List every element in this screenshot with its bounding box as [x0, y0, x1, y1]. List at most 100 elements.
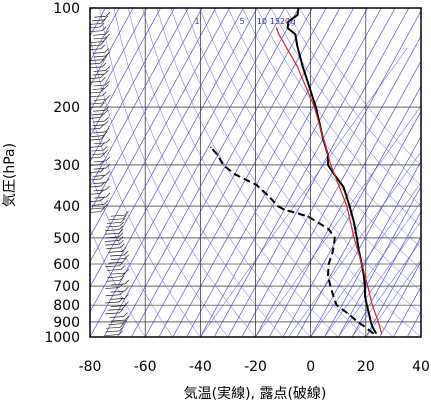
wind-barb-flag-40	[105, 185, 110, 191]
wind-barb-flag-73	[105, 66, 110, 71]
wind-barb-78	[92, 52, 105, 54]
profile-lines	[210, 8, 383, 335]
series-1-point-15	[277, 205, 279, 207]
series-1-point-8	[327, 274, 329, 277]
wind-barb-81	[90, 41, 104, 43]
series-0-point-23	[294, 33, 296, 35]
skew-line-23	[90, 8, 258, 313]
series-2-point-11	[275, 27, 278, 29]
wind-barb-3	[108, 323, 123, 326]
wind-barb-flag-12	[124, 286, 129, 292]
wind-barb-flag-3	[122, 319, 127, 324]
mixing-ratio-label-5: g	[290, 17, 295, 26]
wind-barb-55	[91, 135, 104, 137]
wind-barb-flag-51	[103, 145, 108, 151]
series-2-point-10	[278, 33, 280, 35]
mixing-line-0	[200, 47, 408, 337]
series-2-point-4	[361, 263, 363, 265]
skew-line-43	[351, 210, 421, 337]
series-0-point-11	[356, 237, 358, 239]
wind-barb-53	[93, 142, 107, 145]
mixing-ratio-labels: 1 5 10 15 20 g	[194, 17, 295, 26]
wind-barb-flag-53	[105, 138, 111, 144]
wind-barb-24	[106, 247, 121, 250]
wind-barb-flag-10	[124, 294, 129, 299]
wind-barb-35	[91, 207, 104, 210]
skew-line-31	[186, 8, 368, 337]
wind-barb-66	[90, 95, 103, 98]
skew-line-48	[420, 336, 421, 337]
wind-barb-flag-29	[118, 225, 124, 230]
wind-barb-9	[105, 301, 120, 304]
x-tick-label-5: 20	[357, 359, 375, 375]
x-tick-label-0: -80	[79, 359, 102, 375]
mixing-ratio-label-0: 1	[194, 17, 199, 26]
wind-barb-20	[108, 261, 123, 264]
mixing-line-6	[351, 240, 421, 337]
wind-barb-31	[106, 222, 121, 224]
wind-barb-82	[93, 37, 106, 40]
mixing-ratio-label-1: 5	[239, 17, 244, 26]
wind-barb-25	[105, 243, 120, 246]
skew-line-42	[337, 185, 421, 337]
series-1-point-13	[307, 215, 309, 218]
series-0-point-7	[364, 285, 366, 287]
wind-barb-flag-35	[103, 203, 108, 209]
y-tick-label-0: 100	[53, 1, 80, 17]
wind-barb-flag-65	[105, 95, 111, 100]
wind-barb-flag-22	[124, 250, 129, 256]
skew-line-36	[255, 35, 421, 337]
wind-barb-flag-18	[120, 265, 126, 270]
series-0-point-16	[327, 164, 329, 166]
wind-barb-flag-24	[120, 243, 125, 248]
wind-barb-15	[106, 279, 121, 282]
wind-barb-61	[92, 113, 105, 116]
wind-barb-26	[105, 240, 120, 242]
series-line-0	[286, 8, 377, 334]
wind-barb-flag-30	[119, 221, 124, 227]
wind-barb-flag-2	[119, 323, 125, 328]
wind-barb-flag-28	[118, 229, 124, 234]
wind-barb-flag-21	[124, 254, 130, 259]
wind-barb-flag-1	[118, 326, 124, 332]
skew-line-24	[90, 8, 272, 337]
wind-barb-16	[107, 276, 122, 279]
skew-line-45	[379, 261, 421, 337]
wind-barb-flag-70	[101, 77, 106, 82]
series-0-point-22	[296, 44, 298, 47]
skew-line-14	[90, 8, 134, 87]
wind-barb-28	[105, 232, 120, 235]
skew-line-32	[200, 8, 382, 337]
dry-adiabat-7	[142, 8, 339, 337]
wind-barb-51	[91, 149, 104, 152]
series-1-point-21	[210, 146, 212, 148]
wind-barb-flag-76	[102, 55, 108, 60]
series-0-point-0	[375, 332, 377, 334]
wind-barb-46	[93, 167, 106, 170]
wind-barb-42	[93, 182, 106, 184]
series-0-point-8	[363, 274, 365, 277]
skew-line-22	[90, 8, 244, 288]
wind-barb-86	[90, 23, 102, 25]
skew-line-28	[144, 8, 327, 337]
series-0-point-20	[309, 87, 311, 89]
wind-barb-70	[90, 80, 102, 83]
series-1-point-16	[266, 194, 269, 196]
wind-barb-48	[93, 160, 106, 163]
y-tick-label-5: 600	[53, 257, 80, 273]
series-0-point-24	[286, 27, 289, 29]
wind-barb-flag-6	[119, 308, 124, 314]
series-2-point-7	[330, 164, 332, 166]
wind-barb-flag-46	[105, 163, 111, 169]
wind-barb-flag-88	[105, 11, 111, 17]
wind-barb-29	[105, 229, 120, 232]
skew-line-37	[269, 60, 421, 337]
series-2-point-2	[371, 304, 373, 306]
skew-line-17	[90, 8, 175, 163]
wind-barb-flag-79	[100, 44, 106, 50]
series-0-point-21	[301, 65, 304, 67]
wind-barb-flag-38	[105, 192, 111, 198]
wind-barb-flag-15	[119, 276, 125, 281]
x-tick-labels: -80 -60 -40 -20 0 20 40	[79, 359, 430, 375]
